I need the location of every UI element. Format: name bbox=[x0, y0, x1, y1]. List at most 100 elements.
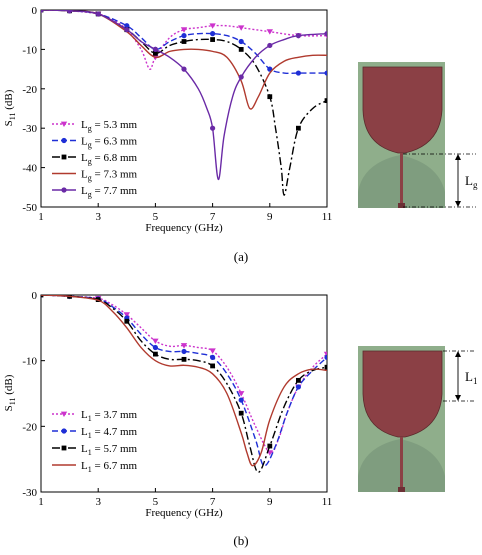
chart-b-series-2-point-10 bbox=[210, 363, 215, 369]
chart-b-legend-marker-2 bbox=[61, 445, 67, 451]
chart-a-series-2-point-13 bbox=[267, 94, 273, 100]
chart-a-series-4-point-14 bbox=[238, 74, 244, 80]
chart-b-legend-label-2: L1 = 5.7 mm bbox=[81, 443, 137, 457]
antenna-b-feed-port bbox=[398, 487, 405, 492]
chart-a-series-0-point-14 bbox=[266, 29, 273, 35]
chart-b-series-0-point-4 bbox=[123, 312, 130, 318]
chart-a-series-4-point-7 bbox=[181, 66, 187, 72]
chart-b-series-line-3 bbox=[41, 295, 327, 467]
chart-a-legend-marker-0 bbox=[60, 121, 68, 127]
chart-b-legend-marker-1 bbox=[61, 428, 67, 434]
chart-a-series-1-point-11 bbox=[238, 38, 244, 45]
chart-b-series-1-point-19 bbox=[324, 354, 327, 360]
chart-a-legend-marker-1 bbox=[61, 137, 67, 144]
chart-a-series-2-point-5 bbox=[153, 50, 158, 56]
chart-b-series-line-2 bbox=[41, 295, 327, 474]
chart-a-legend-label-4: Lg = 7.7 mm bbox=[81, 185, 137, 199]
chart-b-legend-label-1: L1 = 4.7 mm bbox=[81, 426, 137, 440]
chart-a-ytick-label-0: 0 bbox=[32, 5, 38, 17]
chart-a-ytick-label-2: -20 bbox=[22, 84, 37, 96]
chart-a-legend-label-0: Lg = 5.3 mm bbox=[81, 119, 137, 133]
antenna-diagram-a: Lg bbox=[358, 62, 478, 208]
chart-b-xtick-label-2: 5 bbox=[153, 496, 159, 508]
chart-b-lines bbox=[41, 295, 327, 474]
chart-b-series-0-point-10 bbox=[209, 348, 216, 354]
antenna-diagram-b: L1 bbox=[358, 346, 477, 492]
chart-a-ylabel: S11 (dB) bbox=[3, 89, 17, 126]
chart-a-plot-frame bbox=[40, 9, 328, 208]
chart-b-series-2-point-19 bbox=[324, 364, 327, 370]
chart-b-plot-frame bbox=[40, 294, 328, 493]
chart-a-xtick-label-3: 7 bbox=[210, 211, 216, 223]
chart-b-series-2-point-15 bbox=[267, 443, 273, 449]
antenna-a-arrowhead-up bbox=[455, 154, 461, 160]
chart-b-series-2-point-12 bbox=[238, 410, 244, 416]
chart-a-series-4-point-5 bbox=[152, 46, 158, 53]
chart-b-legend-marker-0 bbox=[60, 411, 68, 417]
chart-a-legend-label-3: Lg = 7.3 mm bbox=[81, 169, 137, 183]
chart-a-series-0-point-11 bbox=[209, 23, 216, 29]
caption-b: (b) bbox=[233, 533, 248, 548]
chart-a-series-0-point-9 bbox=[180, 27, 188, 33]
chart-b-legend-label-3: L1 = 6.7 mm bbox=[81, 460, 137, 474]
chart-a-series-2-point-18 bbox=[296, 125, 301, 131]
chart-a-xlabel: Frequency (GHz) bbox=[145, 222, 223, 234]
chart-a: 1 3 5 7 9 110-10-20-30-40-50 Frequency (GHz) … bbox=[3, 5, 332, 234]
chart-a-legend: Lg = 5.3 mm Lg = 6.3 mm Lg = 6.8 mm Lg = 7.… bbox=[52, 119, 137, 199]
chart-a-ticks: 1 3 5 7 9 11 0 -10 -20 -30 -40 -50 bbox=[22, 5, 332, 223]
antenna-b-arrowhead-down bbox=[455, 395, 461, 401]
chart-a-series-4-point-2 bbox=[95, 11, 101, 17]
chart-a-series-2-point-9 bbox=[210, 37, 215, 42]
chart-b-xtick-label-4: 9 bbox=[267, 496, 273, 508]
chart-a-series-1-point-7 bbox=[181, 33, 187, 39]
chart-a-xtick-label-5: 11 bbox=[322, 211, 333, 223]
chart-a-series-2-point-11 bbox=[238, 47, 244, 52]
chart-b-xtick-label-0: 1 bbox=[38, 496, 44, 508]
chart-a-ytick-label-1: -10 bbox=[22, 44, 37, 56]
chart-a-series-4-point-3 bbox=[124, 27, 130, 33]
chart-a-series-4-point-18 bbox=[295, 33, 301, 39]
chart-b-ytick-label-1: -10 bbox=[22, 356, 37, 368]
chart-b-xtick-label-3: 7 bbox=[210, 496, 216, 508]
chart-a-series-1-point-15 bbox=[295, 70, 301, 76]
chart-a-series-4-point-0 bbox=[41, 10, 44, 13]
chart-b-series-2-point-8 bbox=[181, 356, 187, 362]
chart-a-legend-label-2: Lg = 6.8 mm bbox=[81, 152, 137, 166]
chart-b-xtick-label-5: 11 bbox=[322, 496, 333, 508]
chart-a-series-0-point-13 bbox=[238, 25, 245, 31]
chart-b-series-2-point-4 bbox=[124, 318, 130, 324]
chart-a-ytick-label-4: -40 bbox=[22, 163, 37, 175]
chart-b-ytick-label-0: 0 bbox=[32, 290, 38, 302]
chart-a-ytick-label-3: -30 bbox=[22, 123, 37, 135]
caption-a: (a) bbox=[234, 249, 248, 264]
antenna-a-feed-port bbox=[398, 203, 405, 208]
chart-a-series-1-point-3 bbox=[124, 23, 130, 29]
chart-b-series-0-point-12 bbox=[238, 391, 245, 397]
chart-b-ylabel: S11 (dB) bbox=[3, 374, 17, 411]
chart-a-legend-label-1: Lg = 6.3 mm bbox=[81, 136, 137, 150]
antenna-b-radiating-patch bbox=[362, 350, 443, 438]
antenna-a-radiating-patch bbox=[362, 66, 443, 154]
chart-b-series-0-point-8 bbox=[180, 343, 188, 349]
antenna-a-length-label: Lg bbox=[465, 173, 478, 190]
antenna-a-feed-line bbox=[400, 153, 403, 205]
chart-a-xtick-label-0: 1 bbox=[38, 211, 44, 223]
chart-b-series-1-point-8 bbox=[181, 348, 187, 355]
chart-a-series-4-point-1 bbox=[67, 10, 73, 14]
antenna-b-arrowhead-up bbox=[455, 351, 461, 357]
chart-b-series-1-point-6 bbox=[152, 344, 158, 351]
chart-a-series-1-point-17 bbox=[324, 70, 327, 76]
chart-b-series-0-point-6 bbox=[152, 338, 159, 344]
chart-a-series-line-3 bbox=[41, 10, 327, 110]
chart-b-series-2-point-17 bbox=[296, 377, 301, 383]
chart-a-xtick-label-4: 9 bbox=[267, 211, 273, 223]
chart-b: 1 3 5 7 9 11 0 -10 -20 -30 Frequency (GHz) S11 (d… bbox=[3, 290, 332, 519]
antenna-b-length-label: L1 bbox=[465, 369, 477, 386]
chart-a-xtick-label-1: 3 bbox=[95, 211, 101, 223]
chart-a-series-2-point-7 bbox=[181, 39, 187, 44]
chart-b-series-2-point-0 bbox=[41, 295, 44, 298]
chart-b-xlabel: Frequency (GHz) bbox=[145, 507, 223, 519]
antenna-a-arrowhead-down bbox=[455, 201, 461, 207]
chart-a-legend-marker-2 bbox=[61, 154, 67, 160]
